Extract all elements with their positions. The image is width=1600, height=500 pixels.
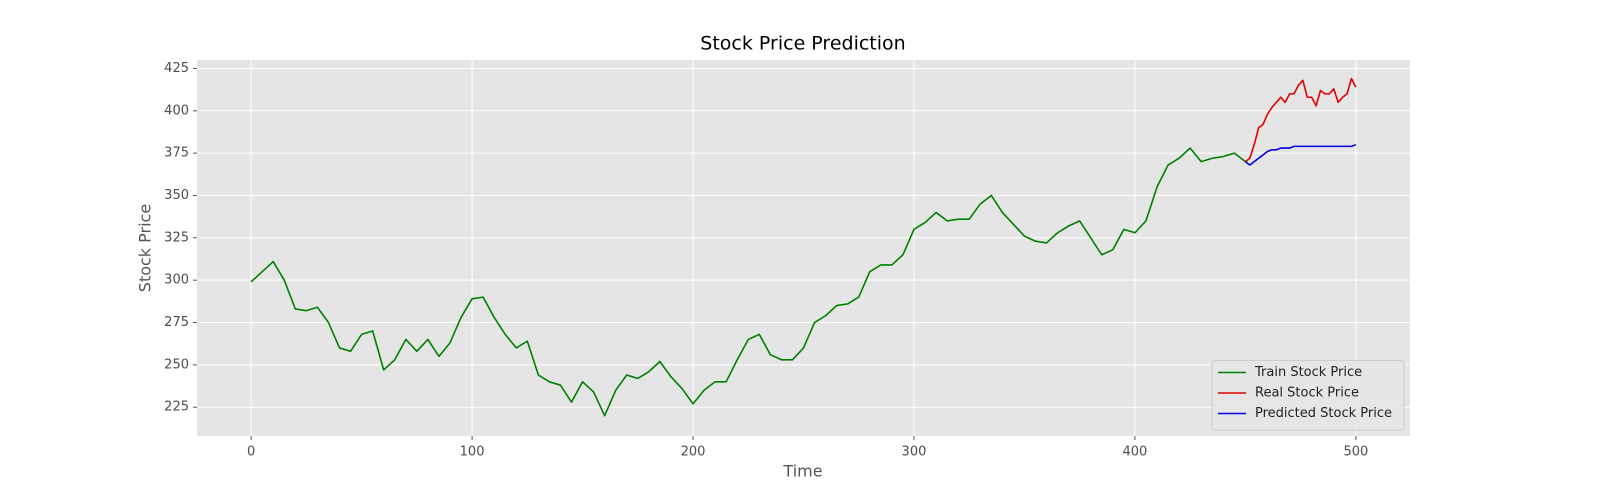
- series-line: [1244, 143, 1357, 166]
- x-tick-label: 200: [681, 445, 706, 460]
- plot-area: [197, 60, 1410, 436]
- chart-title: Stock Price Prediction: [700, 33, 905, 55]
- x-tick-label: 400: [1123, 445, 1148, 460]
- y-tick-label: 225: [164, 400, 189, 415]
- legend-label: Real Stock Price: [1255, 386, 1359, 401]
- legend-box: [1211, 360, 1405, 431]
- series-line: [1244, 77, 1357, 163]
- y-tick-label: 350: [164, 188, 189, 203]
- x-axis-label: Time: [782, 462, 822, 481]
- legend-label: Train Stock Price: [1254, 365, 1362, 380]
- y-axis-label: Stock Price: [136, 204, 155, 292]
- x-tick-label: 100: [460, 445, 485, 460]
- x-tick-label: 300: [902, 445, 927, 460]
- y-tick-label: 275: [164, 315, 189, 330]
- y-tick-label: 250: [164, 357, 189, 372]
- series-line: [250, 147, 1246, 417]
- legend-label: Predicted Stock Price: [1255, 406, 1392, 421]
- y-tick-label: 300: [164, 273, 189, 288]
- y-tick-label: 400: [164, 103, 189, 118]
- y-tick-label: 325: [164, 230, 189, 245]
- x-tick-label: 500: [1343, 445, 1368, 460]
- x-tick-label: 0: [247, 445, 255, 460]
- y-tick-label: 425: [164, 61, 189, 76]
- y-tick-label: 375: [164, 146, 189, 161]
